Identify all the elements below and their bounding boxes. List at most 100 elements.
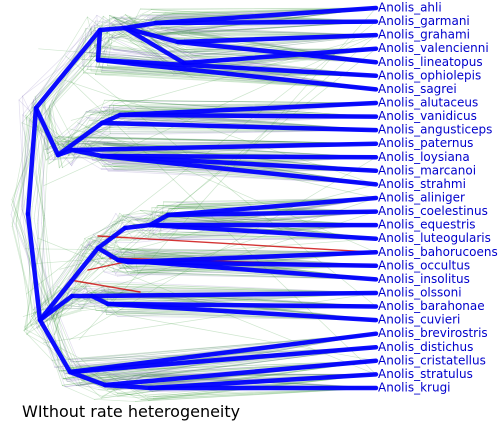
posterior-branch — [91, 16, 115, 28]
posterior-branch — [93, 24, 121, 27]
posterior-branch — [52, 303, 77, 317]
taxon-label: Anolis_krugi — [378, 380, 451, 394]
taxon-label: Anolis_lineatopus — [378, 55, 483, 69]
posterior-branch — [39, 208, 46, 322]
consensus-branch — [37, 245, 101, 323]
posterior-branch — [107, 248, 143, 252]
taxon-label: Anolis_grahami — [378, 28, 470, 42]
posterior-branch — [135, 202, 178, 220]
posterior-branch — [162, 229, 177, 240]
posterior-branch — [77, 300, 101, 303]
posterior-branch — [103, 285, 106, 292]
posterior-branch — [86, 16, 116, 39]
posterior-branch — [54, 319, 81, 377]
posterior-branch — [78, 7, 377, 341]
consensus-branch — [89, 290, 379, 299]
posterior-branch — [111, 106, 136, 111]
taxon-label: Anolis_stratulus — [378, 367, 473, 381]
posterior-branch — [117, 395, 154, 399]
posterior-branch — [92, 108, 107, 124]
taxon-label: Anolis_brevirostris — [378, 326, 488, 340]
posterior-branch — [13, 201, 47, 322]
consensus-branch — [95, 57, 379, 79]
taxon-label: Anolis_valencienni — [378, 41, 489, 55]
consensus-branch — [115, 257, 379, 282]
posterior-branch — [85, 27, 142, 43]
posterior-branch — [127, 230, 143, 232]
consensus-branch — [37, 317, 73, 375]
posterior-branch — [49, 304, 73, 371]
posterior-branch — [81, 42, 99, 60]
posterior-branch — [64, 383, 97, 388]
posterior-branch — [139, 374, 377, 376]
posterior-branch — [100, 100, 115, 118]
posterior-branch — [47, 326, 72, 370]
posterior-branch — [128, 216, 155, 222]
posterior-branch — [40, 220, 45, 322]
posterior-branch — [109, 288, 377, 307]
consensus-branch — [99, 120, 379, 133]
posterior-branch — [80, 346, 377, 386]
posterior-branch — [112, 218, 145, 226]
consensus-branch — [55, 120, 105, 158]
posterior-branch — [33, 31, 92, 101]
posterior-branch — [51, 333, 377, 361]
taxon-label: Anolis_aliniger — [378, 190, 465, 204]
posterior-branch — [120, 16, 145, 20]
posterior-branch — [116, 110, 130, 113]
figure-caption: WIthout rate heterogeneity — [22, 402, 241, 421]
posterior-branch — [49, 42, 113, 110]
posterior-branch — [49, 108, 60, 169]
posterior-branch — [32, 312, 64, 380]
posterior-branch — [96, 213, 117, 247]
conflict-branch — [97, 235, 377, 254]
posterior-branch — [118, 31, 190, 35]
posterior-branch — [44, 26, 93, 123]
posterior-branch — [24, 48, 377, 328]
posterior-branch — [44, 110, 118, 151]
posterior-branch — [22, 95, 54, 161]
posterior-branch — [106, 240, 135, 255]
posterior-branch — [61, 142, 105, 145]
posterior-branch — [161, 28, 377, 36]
taxon-label: Anolis_marcanoi — [378, 163, 476, 177]
posterior-branch — [149, 207, 179, 216]
posterior-branch — [114, 100, 377, 104]
posterior-branch — [18, 99, 25, 206]
posterior-branch — [108, 246, 146, 254]
posterior-branch — [104, 214, 124, 251]
posterior-branch — [93, 217, 127, 235]
posterior-branch — [115, 273, 377, 280]
posterior-branch — [21, 102, 33, 203]
consensus-branch — [97, 25, 128, 33]
consensus-branch — [102, 358, 379, 388]
taxon-label: Anolis_distichus — [378, 340, 473, 354]
posterior-branch — [81, 380, 115, 391]
posterior-branch — [90, 44, 98, 57]
taxon-label: Anolis_garmani — [378, 14, 470, 28]
posterior-branch — [101, 17, 115, 27]
posterior-branch — [11, 104, 45, 227]
taxon-label: Anolis_occultus — [378, 258, 470, 272]
consensus-branch — [102, 382, 153, 391]
consensus-branch — [95, 27, 103, 63]
posterior-branch — [49, 156, 86, 161]
posterior-branch — [29, 222, 57, 313]
posterior-branch — [80, 307, 106, 312]
taxon-label: Anolis_ophiolepis — [378, 68, 481, 82]
posterior-branch — [97, 141, 377, 158]
posterior-branch — [75, 281, 377, 294]
taxon-label: Anolis_loysiana — [378, 150, 470, 164]
posterior-branch — [42, 104, 70, 157]
posterior-branch — [23, 244, 82, 332]
posterior-branch — [116, 30, 131, 42]
posterior-branch — [61, 385, 95, 400]
posterior-branch — [44, 121, 68, 150]
posterior-branch — [62, 301, 105, 309]
posterior-branch — [56, 297, 81, 316]
posterior-branch — [51, 100, 76, 145]
posterior-branch — [107, 170, 377, 185]
posterior-branch — [70, 117, 119, 165]
consensus-branch — [95, 57, 379, 92]
